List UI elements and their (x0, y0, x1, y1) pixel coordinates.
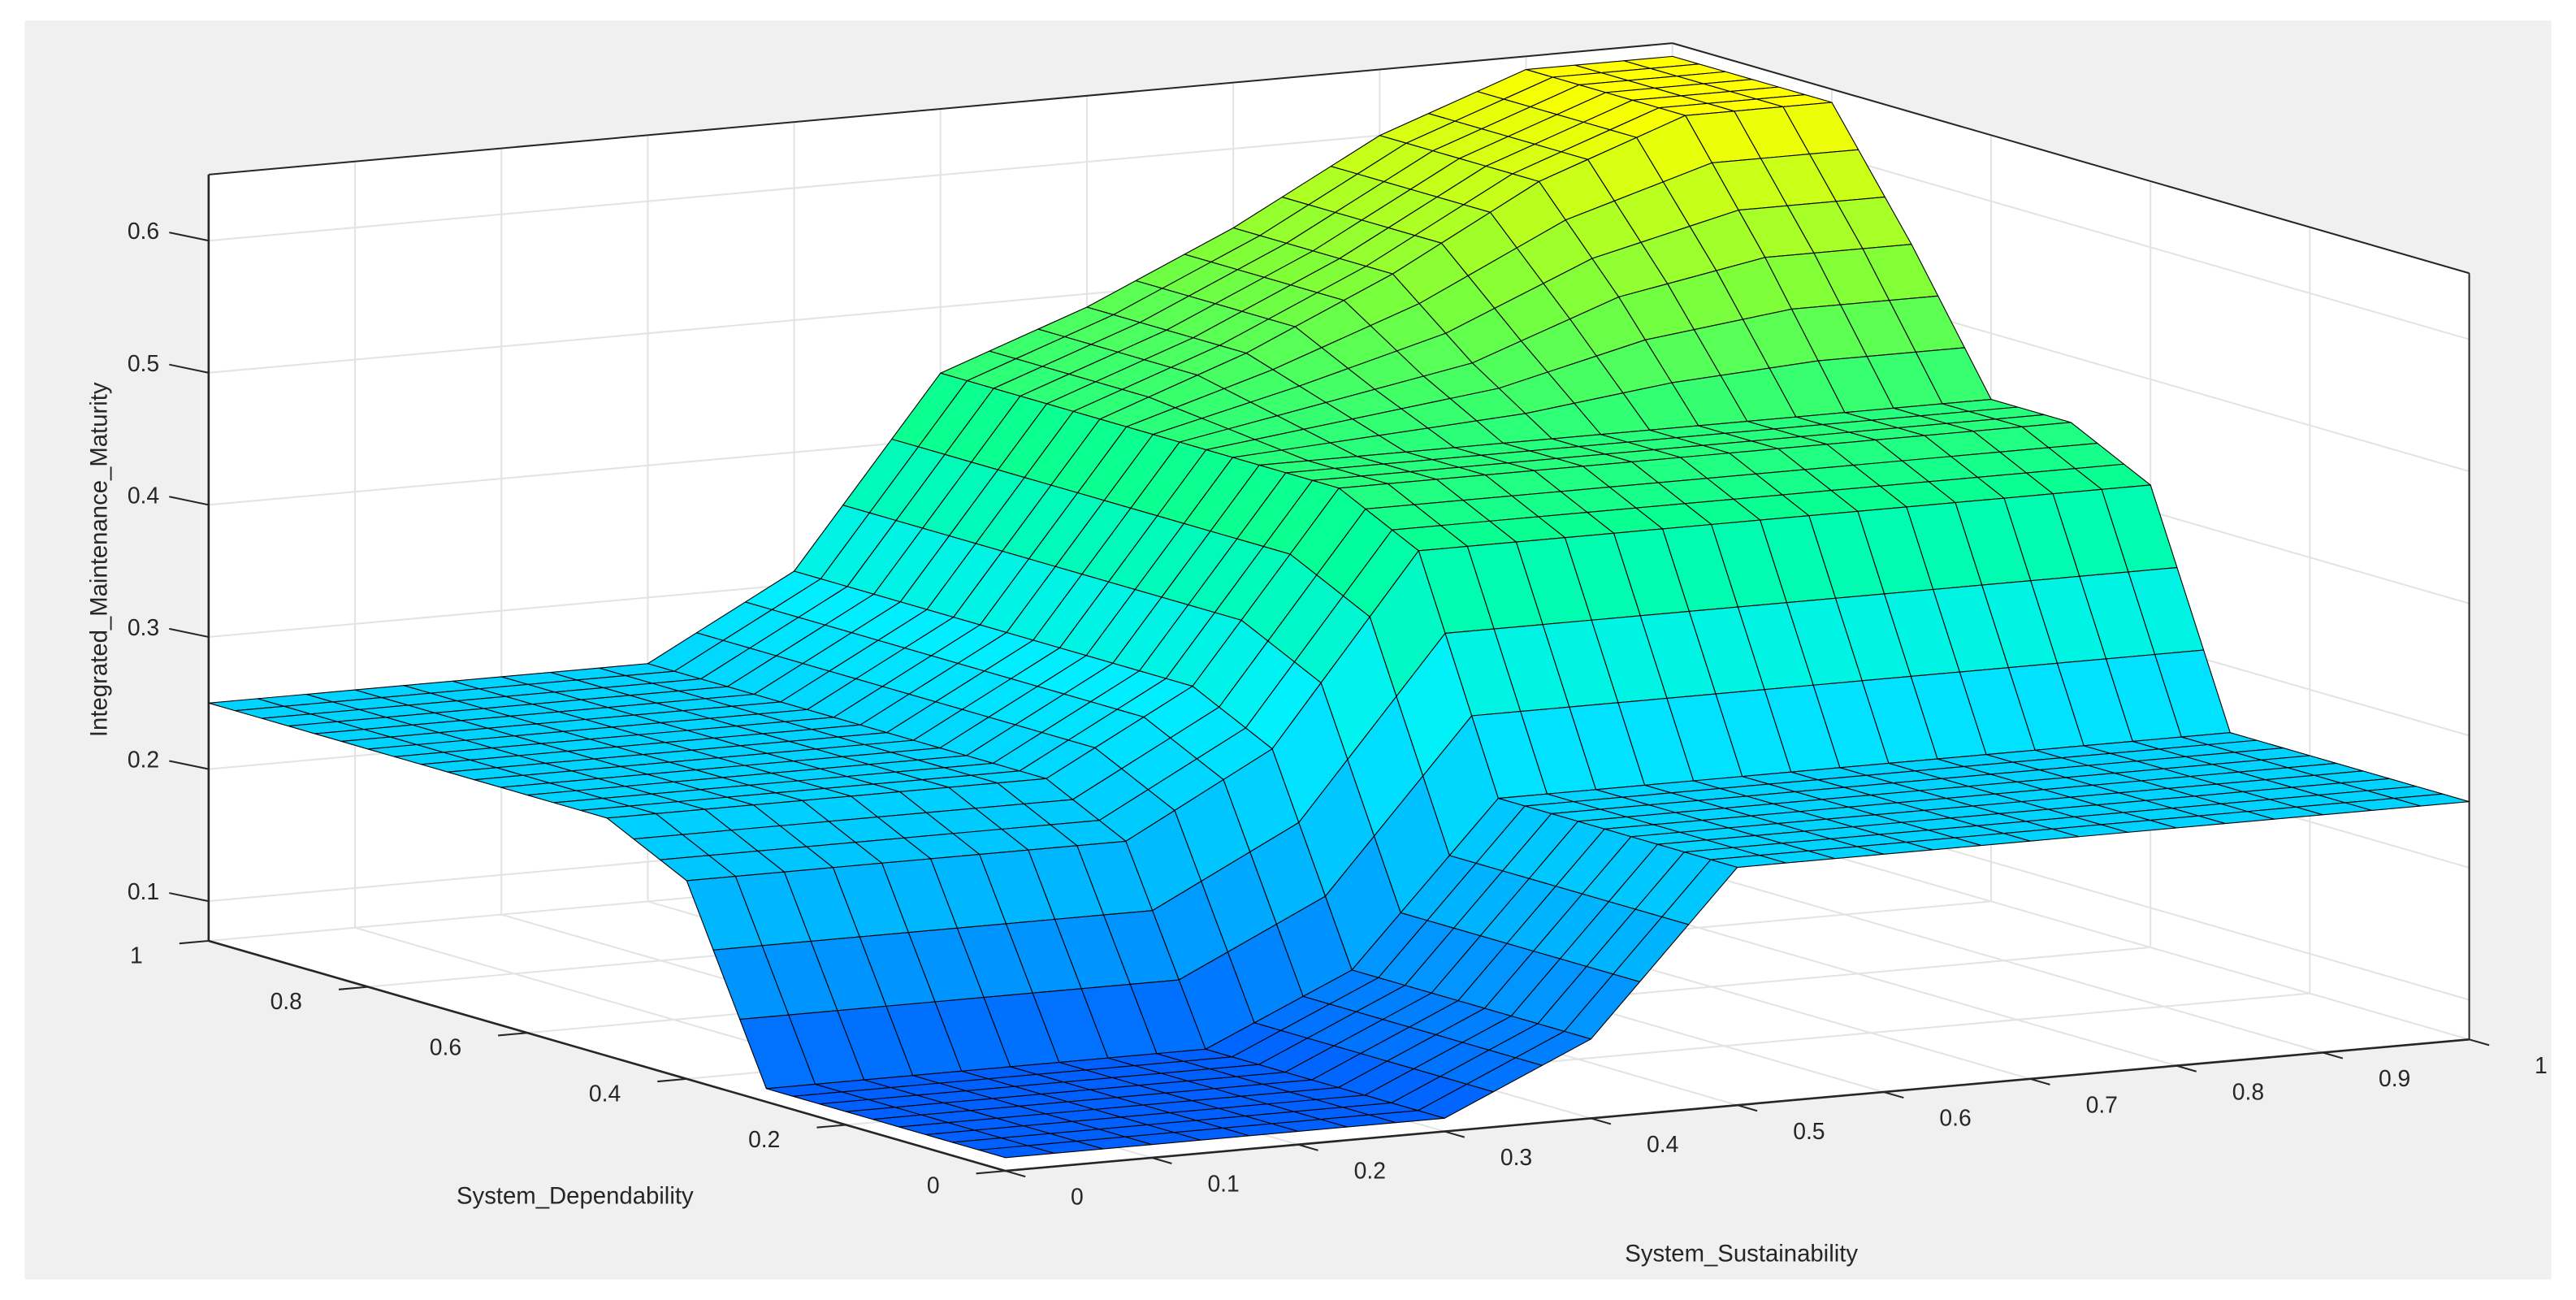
y-tick-label: 0.2 (748, 1126, 780, 1152)
y-tick-mark (179, 939, 209, 945)
x-tick-mark (1591, 1117, 1612, 1125)
y-tick-label: 0.8 (271, 988, 302, 1014)
x-tick-mark (2176, 1064, 2197, 1072)
z-tick-label: 0.1 (128, 878, 159, 904)
x-tick-label: 0.3 (1500, 1144, 1532, 1170)
z-tick-mark (169, 760, 210, 770)
box-edge (208, 42, 1673, 176)
box-edge (1672, 42, 2470, 275)
x-tick-label: 0.2 (1354, 1157, 1386, 1183)
z-tick-mark (169, 232, 210, 242)
y-tick-label: 0.4 (589, 1080, 621, 1106)
y-tick-mark (816, 1124, 846, 1129)
y-tick-label: 0.6 (430, 1034, 461, 1060)
z-tick-mark (169, 363, 210, 374)
x-tick-label: 0.6 (1939, 1105, 1971, 1131)
z-tick-label: 0.4 (128, 482, 159, 508)
y-tick-label: 1 (130, 942, 143, 968)
x-tick-label: 0.5 (1793, 1118, 1825, 1144)
x-tick-label: 0 (1071, 1184, 1084, 1210)
x-tick-mark (2469, 1038, 2490, 1046)
x-tick-mark (1737, 1104, 1758, 1112)
surface-mesh (208, 55, 2470, 1159)
z-axis-label: Integrated_Maintenance_Maturity (85, 382, 112, 737)
x-tick-label: 0.4 (1647, 1131, 1678, 1157)
x-tick-label: 0.8 (2232, 1078, 2264, 1104)
y-tick-label: 0 (927, 1172, 940, 1198)
x-tick-mark (1444, 1130, 1466, 1138)
y-tick-mark (338, 986, 369, 990)
z-tick-label: 0.2 (128, 747, 159, 773)
surface-patch (978, 1145, 1055, 1159)
z-tick-label: 0.6 (128, 218, 159, 244)
x-tick-mark (1005, 1170, 1026, 1178)
x-tick-mark (2323, 1051, 2344, 1060)
y-tick-mark (657, 1077, 687, 1083)
z-tick-label: 0.3 (128, 614, 159, 640)
z-tick-label: 0.5 (128, 350, 159, 376)
x-axis-label: System_Sustainability (1625, 1240, 1858, 1267)
y-axis-label: System_Dependability (457, 1183, 694, 1210)
x-tick-mark (1883, 1091, 1904, 1099)
z-tick-mark (169, 627, 210, 638)
x-tick-mark (1297, 1143, 1318, 1151)
tick-labels: 0 0.1 0.2 0.3 0.4 0.5 0.6 0.7 0.8 0.9 1 0 0.2 0.4 0.6 0… (128, 218, 2548, 1210)
y-axis-line (208, 939, 1007, 1172)
x-tick-label: 0.1 (1207, 1171, 1239, 1197)
x-tick-mark (1151, 1156, 1172, 1164)
x-tick-label: 0.9 (2379, 1065, 2410, 1091)
x-tick-label: 0.7 (2086, 1091, 2118, 1117)
y-tick-mark (976, 1170, 1006, 1175)
x-tick-mark (2029, 1077, 2050, 1086)
z-tick-mark (169, 892, 210, 903)
z-tick-mark (169, 496, 210, 506)
x-tick-label: 1 (2535, 1052, 2548, 1078)
y-tick-mark (498, 1032, 528, 1037)
